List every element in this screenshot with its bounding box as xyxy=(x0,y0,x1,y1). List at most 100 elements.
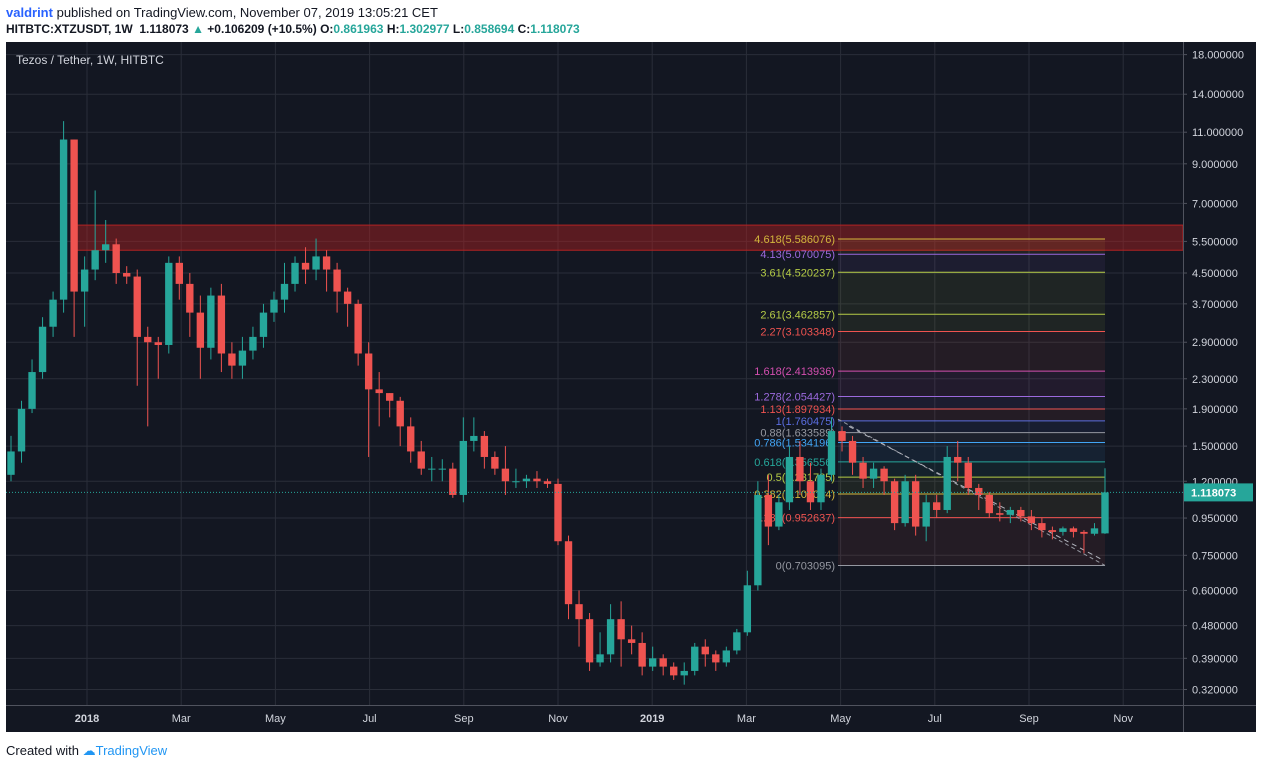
candle-body xyxy=(817,474,825,503)
last-price-badge-label: 1.118073 xyxy=(1191,487,1236,499)
candle-body xyxy=(491,456,499,469)
y-tick-label: 0.600000 xyxy=(1192,585,1238,597)
candle xyxy=(270,291,278,322)
candle-body xyxy=(996,513,1004,515)
candle xyxy=(869,462,878,488)
candle xyxy=(417,440,425,475)
candle xyxy=(533,471,541,488)
candle-body xyxy=(364,353,373,390)
x-tick-label: 2019 xyxy=(640,713,664,725)
candle-body xyxy=(585,619,594,663)
candle-body xyxy=(533,478,541,482)
y-tick-label: 9.000000 xyxy=(1192,159,1238,171)
candle xyxy=(827,417,836,482)
x-tick-label: May xyxy=(265,713,286,725)
candle xyxy=(375,372,383,427)
low-value: 0.858694 xyxy=(464,22,515,36)
candle xyxy=(670,662,678,680)
close-value: 1.118073 xyxy=(530,22,580,36)
candle xyxy=(712,650,720,671)
candle-body xyxy=(785,456,794,503)
x-tick-label: Jul xyxy=(928,713,942,725)
y-tick-label: 1.500000 xyxy=(1192,441,1238,453)
candle xyxy=(154,336,162,379)
candle-body xyxy=(438,468,446,470)
candle xyxy=(554,478,562,546)
candle xyxy=(91,190,99,281)
y-tick-label: 14.000000 xyxy=(1192,89,1244,101)
candle xyxy=(228,342,236,379)
candle xyxy=(880,466,888,495)
price-chart[interactable]: 2018 Mar May Jul Sep Nov 2019 Mar May Jul Sep Nov 4.… xyxy=(6,42,1256,732)
candle xyxy=(280,262,289,313)
candle xyxy=(491,451,499,475)
candle-body xyxy=(933,502,941,510)
candle xyxy=(733,628,741,655)
candle xyxy=(28,359,36,414)
candle-body xyxy=(175,262,183,284)
candle xyxy=(764,474,773,546)
candle-body xyxy=(522,478,531,482)
candle xyxy=(1017,506,1025,522)
candle xyxy=(838,426,846,452)
candle xyxy=(522,474,531,488)
up-arrow-icon: ▲ xyxy=(192,22,204,36)
author-link[interactable]: valdrint xyxy=(6,5,53,20)
fib-zone xyxy=(838,254,1105,273)
candle xyxy=(207,287,215,360)
candle xyxy=(249,326,257,360)
candle xyxy=(7,435,15,482)
tradingview-brand[interactable]: TradingView xyxy=(95,743,168,758)
candle-body xyxy=(848,440,857,463)
candle xyxy=(933,494,941,519)
candle-body xyxy=(764,494,773,527)
candle-body xyxy=(1038,523,1046,531)
chart-panel[interactable]: 2018 Mar May Jul Sep Nov 2019 Mar May Jul Sep Nov 4.… xyxy=(6,42,1256,732)
fib-zone xyxy=(838,371,1105,397)
candle xyxy=(407,417,415,463)
candle-body xyxy=(901,481,909,524)
candle-body xyxy=(70,139,78,292)
y-tick-label: 3.700000 xyxy=(1192,299,1238,311)
candle xyxy=(217,283,226,373)
candle xyxy=(701,639,709,667)
candle-body xyxy=(407,426,415,452)
candle xyxy=(322,250,331,292)
candle xyxy=(1038,518,1046,538)
candle xyxy=(1027,509,1036,531)
candle-body xyxy=(238,350,247,366)
candle-body xyxy=(1080,531,1088,534)
candle-body xyxy=(80,269,89,292)
y-tick-label: 11.000000 xyxy=(1192,127,1243,139)
x-tick-label: Mar xyxy=(172,713,191,725)
candle xyxy=(680,662,688,685)
candle-body xyxy=(954,456,962,463)
fib-level-label: 1.618(2.413936) xyxy=(754,366,835,378)
candle xyxy=(1059,526,1067,536)
candle xyxy=(38,317,47,379)
candle-body xyxy=(133,276,141,337)
fib-zone xyxy=(838,420,1105,433)
candle xyxy=(438,459,446,482)
candle xyxy=(785,446,794,510)
candle xyxy=(627,625,636,655)
candle-body xyxy=(280,283,289,300)
fib-level-label: 1.13(1.897934) xyxy=(760,404,835,416)
candle-body xyxy=(596,654,604,663)
candle-body xyxy=(975,487,983,495)
candle xyxy=(133,269,141,386)
publish-header: valdrint published on TradingView.com, N… xyxy=(6,5,438,20)
candle xyxy=(585,613,594,671)
candle xyxy=(70,139,78,337)
candle-body xyxy=(627,639,636,643)
y-tick-label: 2.900000 xyxy=(1192,337,1238,349)
candle xyxy=(659,654,667,676)
symbol-label: HITBTC:XTZUSDT, 1W xyxy=(6,22,133,36)
candle xyxy=(911,474,920,536)
candle-body xyxy=(827,431,836,475)
y-tick-label: 4.500000 xyxy=(1192,268,1238,280)
candle xyxy=(943,446,951,514)
candle-body xyxy=(1101,492,1109,534)
y-tick-label: 2.300000 xyxy=(1192,374,1238,386)
candle xyxy=(101,220,110,263)
